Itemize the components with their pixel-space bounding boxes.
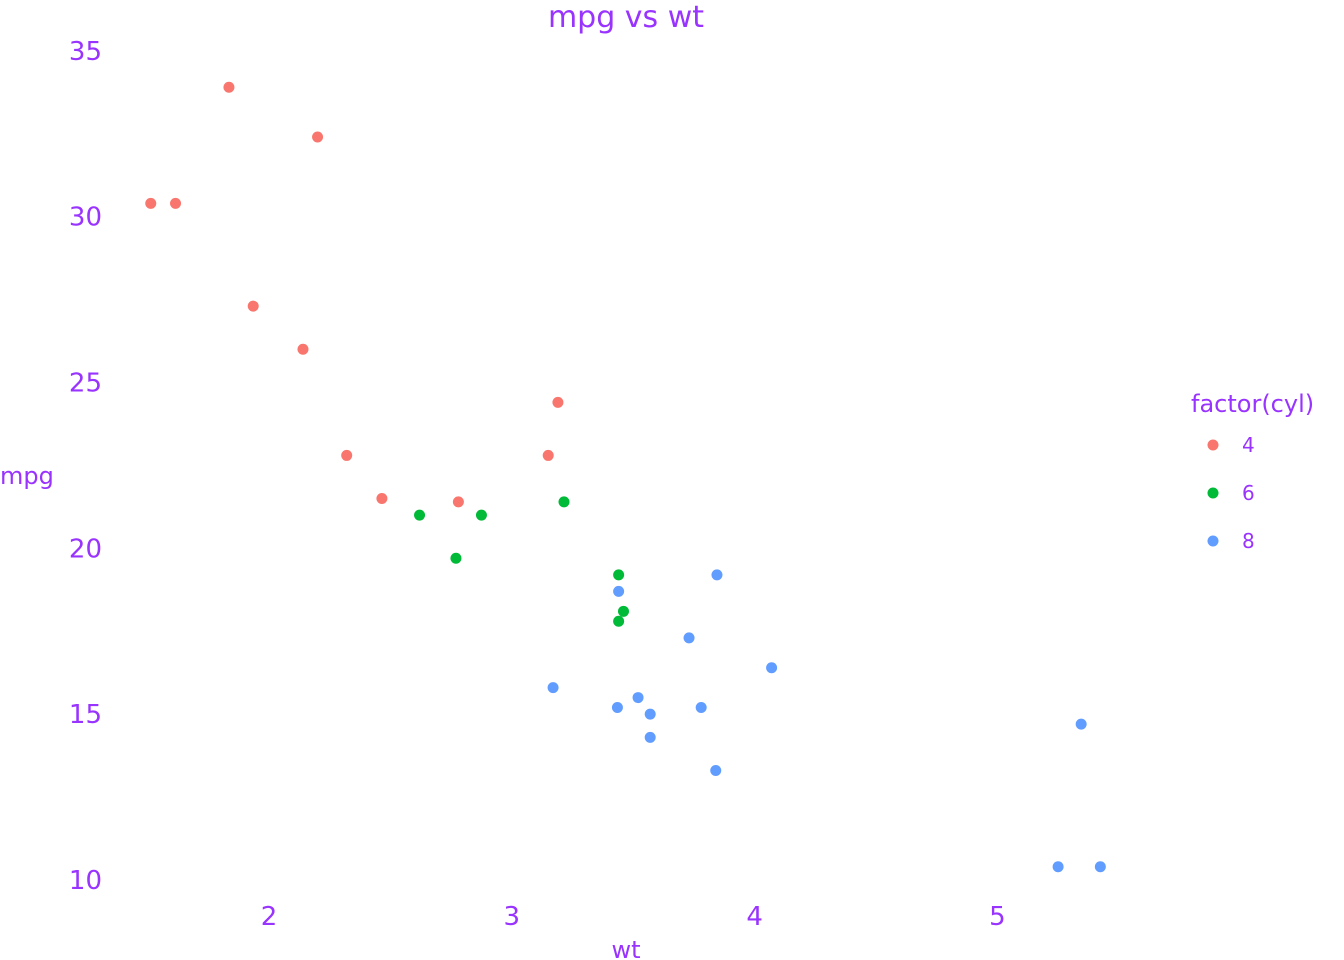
legend-key-8 <box>1207 535 1219 547</box>
data-point-cyl-4 <box>452 496 464 508</box>
legend-label-6: 6 <box>1242 481 1255 505</box>
legend-label-8: 8 <box>1242 529 1255 553</box>
data-point-cyl-4 <box>552 396 564 408</box>
data-point-cyl-8 <box>613 585 625 597</box>
data-point-cyl-6 <box>617 605 629 617</box>
y-tick-label: 10 <box>69 866 102 896</box>
data-point-cyl-8 <box>683 632 695 644</box>
data-point-cyl-4 <box>145 197 157 209</box>
y-tick-label: 30 <box>69 203 102 233</box>
data-point-cyl-4 <box>542 449 554 461</box>
legend-title: factor(cyl) <box>1191 390 1314 418</box>
data-point-cyl-4 <box>312 131 324 143</box>
data-point-cyl-6 <box>613 615 625 627</box>
legend-key-6 <box>1207 487 1219 499</box>
y-tick-label: 15 <box>69 700 102 730</box>
chart-title: mpg vs wt <box>548 0 704 35</box>
data-point-cyl-8 <box>644 731 656 743</box>
legend: factor(cyl) 4 6 8 <box>1191 390 1314 553</box>
data-point-cyl-4 <box>170 197 182 209</box>
y-axis: 10 15 20 25 30 35 <box>69 37 102 896</box>
data-point-cyl-6 <box>450 552 462 564</box>
legend-label-4: 4 <box>1242 433 1255 457</box>
data-point-cyl-6 <box>558 496 570 508</box>
y-tick-label: 20 <box>69 534 102 564</box>
data-point-cyl-8 <box>644 708 656 720</box>
data-point-cyl-8 <box>1075 718 1087 730</box>
data-point-cyl-8 <box>632 692 644 704</box>
legend-key-4 <box>1207 439 1219 451</box>
data-point-cyl-4 <box>297 343 309 355</box>
y-tick-label: 35 <box>69 37 102 67</box>
data-point-cyl-6 <box>414 509 426 521</box>
data-point-cyl-8 <box>547 682 559 694</box>
x-tick-label: 2 <box>261 902 278 932</box>
x-axis: 2 3 4 5 <box>261 902 1006 932</box>
data-point-cyl-8 <box>711 569 723 581</box>
x-tick-label: 4 <box>746 902 763 932</box>
data-point-cyl-4 <box>247 300 259 312</box>
data-point-cyl-4 <box>376 493 388 505</box>
y-tick-label: 25 <box>69 368 102 398</box>
plot-points <box>145 81 1106 873</box>
data-point-cyl-4 <box>341 449 353 461</box>
y-axis-label: mpg <box>0 462 54 490</box>
data-point-cyl-8 <box>766 662 778 674</box>
data-point-cyl-8 <box>695 702 707 714</box>
data-point-cyl-6 <box>475 509 487 521</box>
data-point-cyl-8 <box>611 702 623 714</box>
data-point-cyl-4 <box>223 81 235 93</box>
data-point-cyl-6 <box>613 569 625 581</box>
x-axis-label: wt <box>611 936 640 960</box>
x-tick-label: 3 <box>504 902 521 932</box>
data-point-cyl-8 <box>1094 861 1106 873</box>
data-point-cyl-8 <box>710 765 722 777</box>
x-tick-label: 5 <box>989 902 1006 932</box>
data-point-cyl-8 <box>1052 861 1064 873</box>
